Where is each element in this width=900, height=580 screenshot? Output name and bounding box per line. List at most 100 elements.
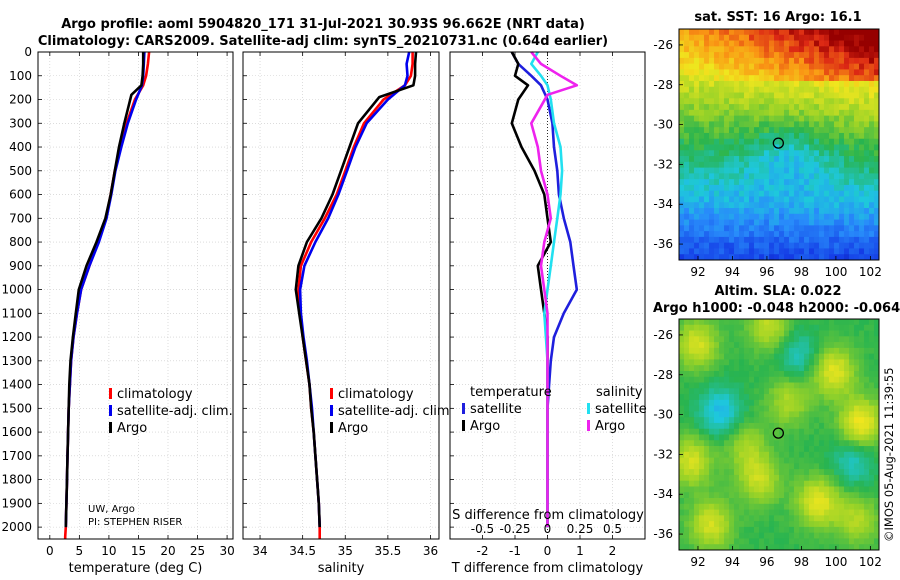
map-cell <box>699 388 705 395</box>
map-cell <box>679 248 685 255</box>
map-cell <box>719 509 725 516</box>
map-cell <box>789 179 795 186</box>
map-cell <box>764 509 770 516</box>
map-cell <box>699 422 705 430</box>
map-cell <box>704 219 710 226</box>
map-cell <box>774 98 780 105</box>
map-cell <box>744 521 750 528</box>
x-tick-label: 2 <box>609 544 617 558</box>
map-cell <box>714 405 720 412</box>
map-cell <box>724 92 730 99</box>
map-cell <box>809 161 815 169</box>
map-cell <box>864 132 870 140</box>
map-cell <box>749 190 755 197</box>
map-cell <box>789 196 795 203</box>
map-cell <box>689 202 695 209</box>
map-cell <box>764 196 770 203</box>
map-cell <box>819 34 825 41</box>
map-cell <box>719 167 725 174</box>
map-cell <box>734 498 740 505</box>
map-cell <box>869 365 875 372</box>
map-cell <box>864 526 870 534</box>
map-cell <box>704 463 710 470</box>
map-cell <box>764 440 770 447</box>
map-cell <box>754 538 760 545</box>
map-cell <box>729 330 735 337</box>
map-cell <box>789 86 795 93</box>
x-tick-label: -2 <box>477 544 489 558</box>
map-cell <box>804 417 810 424</box>
map-cell <box>854 190 860 197</box>
map-cell <box>744 213 750 220</box>
map-cell <box>819 190 825 197</box>
map-cell <box>864 52 870 59</box>
map-cell <box>704 457 710 464</box>
map-cell <box>774 236 780 244</box>
map-cell <box>799 365 805 372</box>
map-cell <box>869 474 875 482</box>
map-cell <box>764 46 770 53</box>
map-cell <box>854 213 860 220</box>
map-cell <box>734 388 740 395</box>
map-cell <box>829 29 835 36</box>
map-cell <box>844 353 850 360</box>
map-cell <box>749 184 755 192</box>
map-cell <box>679 382 685 389</box>
map-cell <box>794 370 800 378</box>
map-cell <box>754 121 760 128</box>
map-cell <box>799 336 805 343</box>
map-cell <box>764 342 770 349</box>
map-cell <box>789 463 795 470</box>
map-cell <box>809 324 815 331</box>
map-cell <box>719 526 725 534</box>
map-cell <box>769 440 775 447</box>
map-cell <box>749 440 755 447</box>
map-cell <box>714 498 720 505</box>
map-cell <box>704 69 710 76</box>
map-cell <box>704 382 710 389</box>
map-cell <box>799 399 805 407</box>
map-cell <box>844 63 850 70</box>
map-cell <box>824 236 830 244</box>
map-cell <box>724 370 730 378</box>
map-cell <box>704 156 710 163</box>
map-cell <box>704 138 710 145</box>
map-cell <box>704 440 710 447</box>
map-cell <box>844 428 850 435</box>
map-cell <box>839 474 845 482</box>
map-cell <box>774 86 780 93</box>
map-cell <box>784 451 790 459</box>
map-cell <box>739 63 745 70</box>
map-cell <box>714 127 720 134</box>
map-cell <box>859 330 865 337</box>
map-cell <box>759 156 765 163</box>
map-cell <box>679 370 685 378</box>
map-cell <box>874 434 880 441</box>
map-cell <box>689 52 695 59</box>
map-cell <box>784 40 790 47</box>
map-cell <box>694 503 700 510</box>
map-cell <box>709 532 715 539</box>
map-cell <box>804 52 810 59</box>
map-cell <box>764 457 770 464</box>
map-cell <box>859 213 865 220</box>
map-cell <box>839 336 845 343</box>
map-cell <box>744 451 750 459</box>
map-cell <box>874 521 880 528</box>
map-cell <box>779 538 785 545</box>
map-cell <box>719 353 725 360</box>
map-cell <box>799 324 805 331</box>
map-cell <box>709 411 715 418</box>
map-cell <box>719 63 725 70</box>
map-cell <box>839 231 845 238</box>
map-cell <box>739 451 745 459</box>
map-cell <box>869 213 875 220</box>
map-cell <box>774 440 780 447</box>
map-cell <box>809 492 815 499</box>
map-cell <box>779 115 785 122</box>
map-cell <box>874 29 880 36</box>
map-cell <box>739 127 745 134</box>
map-cell <box>734 144 740 151</box>
map-cell <box>694 115 700 122</box>
map-cell <box>834 417 840 424</box>
